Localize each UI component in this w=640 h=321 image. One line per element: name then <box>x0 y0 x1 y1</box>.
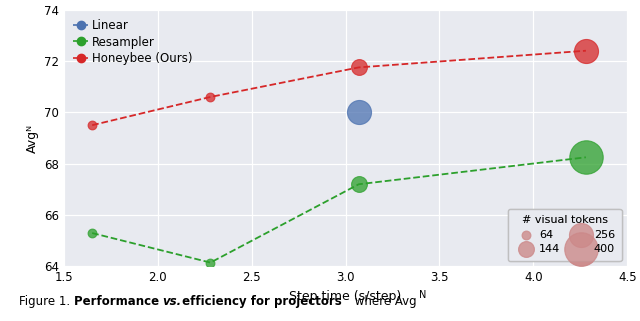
Point <box>87 230 97 236</box>
Point <box>354 65 364 70</box>
Point <box>580 155 591 160</box>
Point <box>87 123 97 128</box>
Legend: 64, 144, 256, 400: 64, 144, 256, 400 <box>508 209 621 261</box>
Point <box>354 182 364 187</box>
Text: N: N <box>419 290 427 300</box>
Text: efficiency for projectors: efficiency for projectors <box>178 295 342 308</box>
Text: Figure 1.: Figure 1. <box>19 295 74 308</box>
Point <box>205 94 216 100</box>
Point <box>580 48 591 53</box>
Text: where Avg: where Avg <box>351 295 417 308</box>
Point <box>354 110 364 115</box>
Text: vs.: vs. <box>162 295 181 308</box>
Point <box>205 260 216 265</box>
Text: Performance: Performance <box>74 295 163 308</box>
X-axis label: Step time (s/step): Step time (s/step) <box>289 290 402 303</box>
Y-axis label: Avgᴺ: Avgᴺ <box>26 124 38 152</box>
